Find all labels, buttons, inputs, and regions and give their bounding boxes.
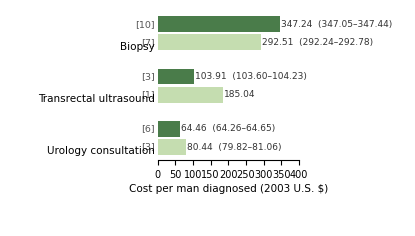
Bar bbox=[158, 121, 181, 137]
Text: [10]: [10] bbox=[135, 20, 155, 29]
Text: Biopsy: Biopsy bbox=[120, 42, 155, 52]
Bar bbox=[158, 16, 280, 32]
Bar bbox=[158, 139, 186, 155]
Text: 64.46  (64.26–64.65): 64.46 (64.26–64.65) bbox=[181, 124, 276, 133]
Text: [6]: [6] bbox=[141, 124, 155, 133]
Bar bbox=[158, 87, 223, 103]
Text: Urology consultation: Urology consultation bbox=[47, 147, 155, 156]
X-axis label: Cost per man diagnosed (2003 U.S. $): Cost per man diagnosed (2003 U.S. $) bbox=[129, 184, 328, 194]
Text: [7]: [7] bbox=[141, 38, 155, 47]
Text: 185.04: 185.04 bbox=[224, 90, 256, 99]
Text: 347.24  (347.05–347.44): 347.24 (347.05–347.44) bbox=[281, 20, 393, 29]
Text: 80.44  (79.82–81.06): 80.44 (79.82–81.06) bbox=[187, 143, 282, 152]
Bar bbox=[158, 34, 261, 50]
Text: [3]: [3] bbox=[141, 72, 155, 81]
Text: 292.51  (292.24–292.78): 292.51 (292.24–292.78) bbox=[262, 38, 373, 47]
Text: [3]: [3] bbox=[141, 143, 155, 152]
Text: [1]: [1] bbox=[141, 90, 155, 99]
Text: Transrectal ultrasound: Transrectal ultrasound bbox=[38, 94, 155, 104]
Bar bbox=[158, 68, 194, 84]
Text: 103.91  (103.60–104.23): 103.91 (103.60–104.23) bbox=[195, 72, 307, 81]
